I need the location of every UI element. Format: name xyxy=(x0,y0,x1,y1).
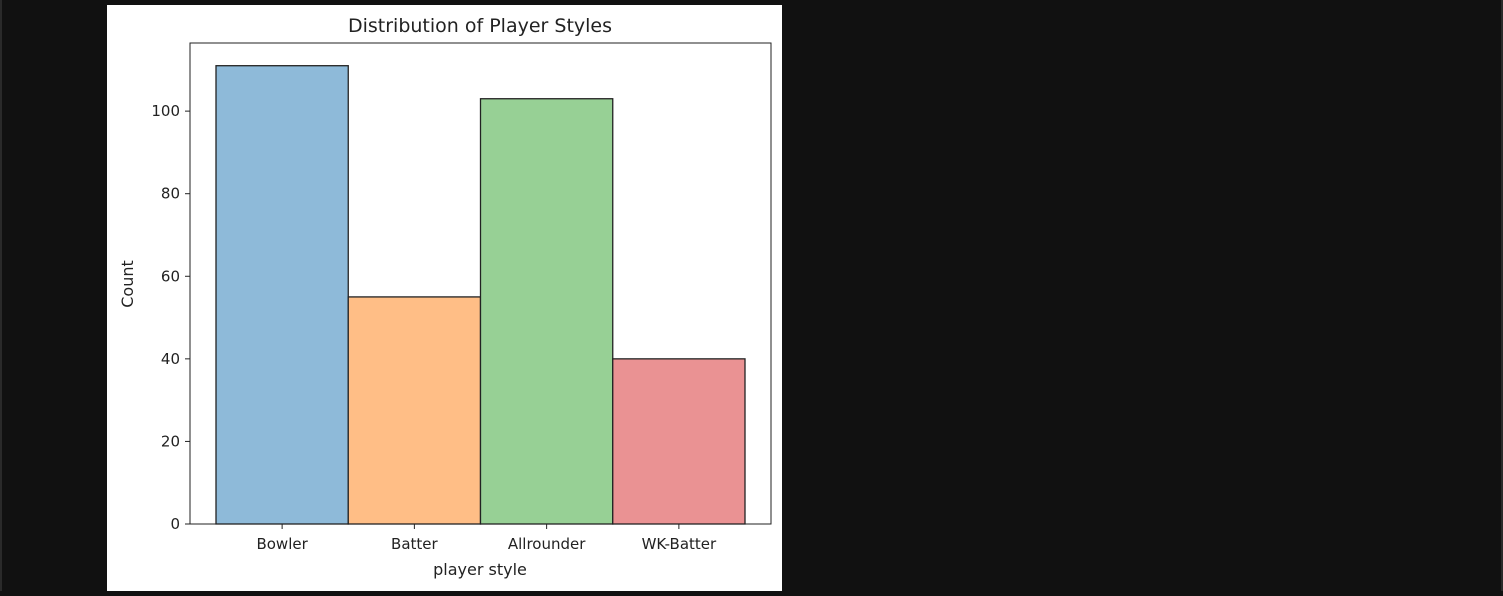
y-tick-label: 0 xyxy=(170,515,180,533)
x-tick-label: Allrounder xyxy=(508,535,586,553)
y-axis-label: Count xyxy=(118,260,137,308)
x-tick-label: Bowler xyxy=(256,535,308,553)
bar-allrounder xyxy=(479,98,614,525)
x-axis-ticks: Bowler Batter Allrounder WK-Batter xyxy=(256,524,717,553)
y-axis-ticks: 0 20 40 60 80 100 xyxy=(151,102,190,533)
bar-batter xyxy=(347,296,482,525)
chart-figure: Distribution of Player Styles 0 20 40 60 80 1… xyxy=(107,5,782,591)
y-tick-label: 60 xyxy=(161,267,180,285)
bar-bowler xyxy=(215,65,349,525)
y-tick-label: 80 xyxy=(161,185,180,203)
bar-chart: Distribution of Player Styles 0 20 40 60 80 1… xyxy=(118,15,772,579)
x-tick-label: WK-Batter xyxy=(642,535,717,553)
bar-wk-batter xyxy=(612,358,746,525)
x-axis-label: player style xyxy=(433,560,527,579)
y-tick-label: 100 xyxy=(151,102,180,120)
y-tick-label: 20 xyxy=(161,432,180,450)
chart-title: Distribution of Player Styles xyxy=(348,15,612,37)
bars-group xyxy=(215,65,746,525)
x-tick-label: Batter xyxy=(391,535,438,553)
plot-area-frame xyxy=(189,42,772,525)
y-tick-label: 40 xyxy=(161,350,180,368)
